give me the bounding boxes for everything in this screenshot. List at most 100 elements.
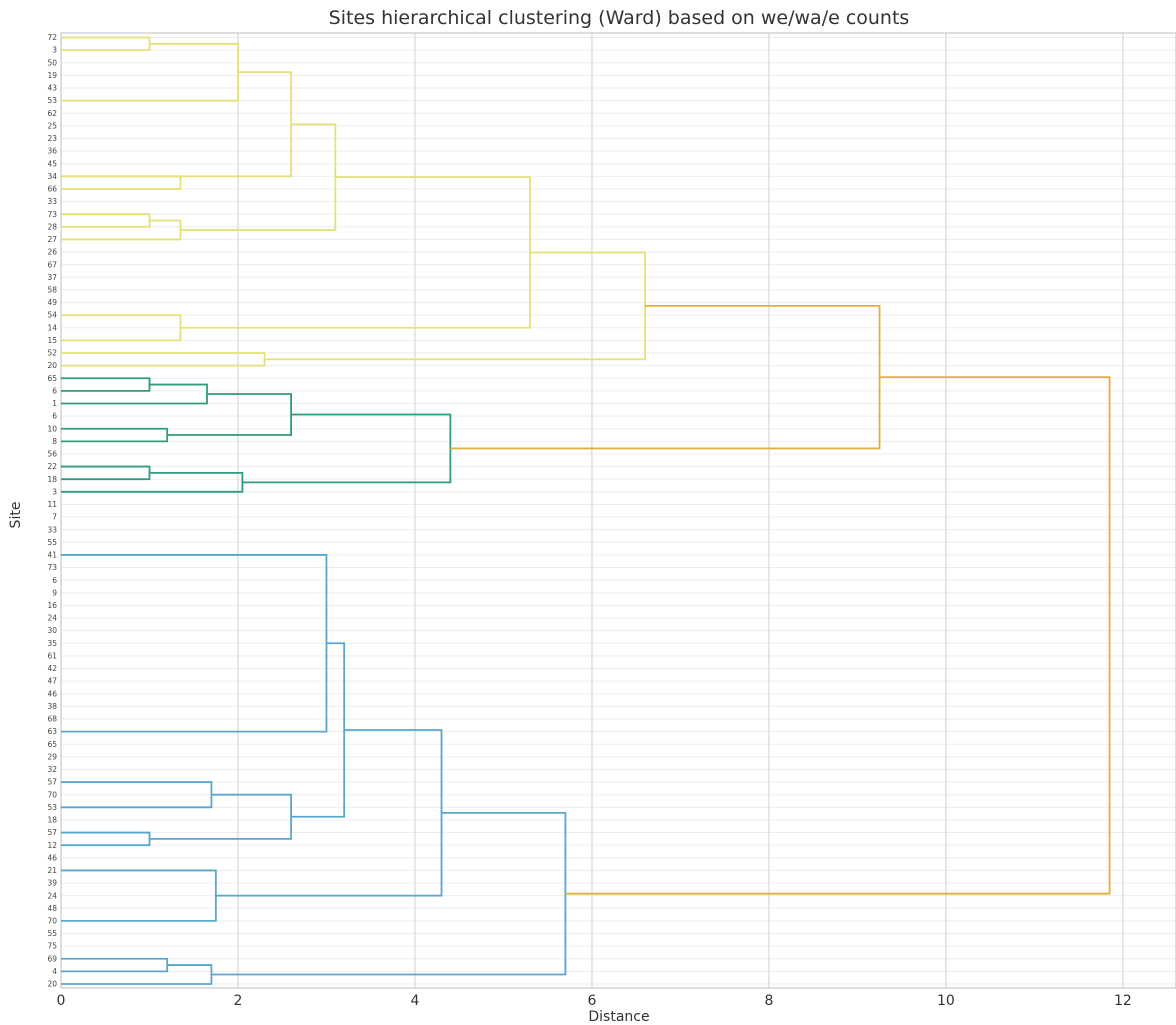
leaf-label: 37 xyxy=(47,273,57,282)
leaf-label: 57 xyxy=(47,778,57,787)
leaf-label: 45 xyxy=(47,159,57,168)
dendrogram-link xyxy=(61,314,182,342)
leaf-label: 46 xyxy=(47,689,57,698)
leaf-label: 58 xyxy=(47,286,57,295)
dendrogram-link xyxy=(149,793,292,840)
leaf-labels: 7235019435362252336453466337328272667375… xyxy=(47,33,57,989)
dendrogram-link xyxy=(61,383,208,405)
dendrogram-link xyxy=(61,427,169,443)
leaf-label: 43 xyxy=(47,84,57,93)
leaf-label: 48 xyxy=(47,904,57,913)
leaf-label: 18 xyxy=(47,475,57,484)
dendrogram-link xyxy=(61,36,151,52)
dendrogram-link xyxy=(180,123,337,231)
x-tick-label: 10 xyxy=(937,993,955,1009)
leaf-label: 53 xyxy=(47,803,57,812)
leaf-label: 16 xyxy=(47,601,57,610)
leaf-label: 73 xyxy=(47,563,57,572)
leaf-label: 49 xyxy=(47,298,57,307)
x-tick-label: 2 xyxy=(234,993,243,1009)
leaf-label: 28 xyxy=(47,222,57,231)
dendrogram-link xyxy=(167,393,292,436)
leaf-label: 42 xyxy=(47,664,57,673)
leaf-label: 54 xyxy=(47,311,57,320)
leaf-label: 18 xyxy=(47,816,57,825)
leaf-label: 63 xyxy=(47,727,57,736)
x-axis-label: Distance xyxy=(588,1009,649,1025)
leaf-label: 70 xyxy=(47,917,57,926)
leaf-label: 61 xyxy=(47,651,57,660)
leaf-label: 9 xyxy=(52,588,57,597)
leaf-label: 22 xyxy=(47,462,57,471)
dendrogram-link xyxy=(61,352,266,367)
leaf-label: 70 xyxy=(47,790,57,799)
leaf-label: 72 xyxy=(47,33,57,42)
x-tick-label: 4 xyxy=(411,993,420,1009)
leaf-label: 25 xyxy=(47,121,57,130)
leaf-label: 26 xyxy=(47,248,57,257)
dendrogram-link xyxy=(61,869,217,922)
x-axis-ticks: 0 2 4 6 8 10 12 xyxy=(57,993,1132,1009)
leaf-label: 36 xyxy=(47,147,57,156)
leaf-label: 6 xyxy=(52,412,57,421)
leaf-label: 30 xyxy=(47,626,57,635)
dendrogram-link xyxy=(291,642,346,818)
leaf-label: 55 xyxy=(47,929,57,938)
dendrogram-link xyxy=(211,811,567,976)
leaf-label: 38 xyxy=(47,702,57,711)
leaf-label: 29 xyxy=(47,752,57,761)
leaf-label: 34 xyxy=(47,172,57,181)
leaf-label: 73 xyxy=(47,210,57,219)
leaf-label: 65 xyxy=(47,374,57,383)
leaf-label: 57 xyxy=(47,828,57,837)
leaf-label: 47 xyxy=(47,677,57,686)
x-tick-label: 8 xyxy=(764,993,773,1009)
leaf-label: 56 xyxy=(47,450,57,459)
dendrogram-link xyxy=(61,377,151,392)
y-axis-label: Site xyxy=(8,502,24,529)
dendrogram-link xyxy=(61,175,182,190)
dendrogram-link xyxy=(61,465,151,481)
leaf-label: 33 xyxy=(47,525,57,534)
x-tick-label: 12 xyxy=(1114,993,1132,1009)
dendrogram-link xyxy=(264,251,646,361)
leaf-label: 55 xyxy=(47,538,57,547)
leaf-label: 39 xyxy=(47,879,57,888)
x-tick-label: 6 xyxy=(587,993,596,1009)
dendrogram-link xyxy=(61,957,169,973)
dendrogram-link xyxy=(61,213,151,228)
leaf-label: 20 xyxy=(47,361,57,370)
leaf-label: 33 xyxy=(47,197,57,206)
leaf-label: 7 xyxy=(52,513,57,522)
leaf-label: 11 xyxy=(47,500,57,509)
leaf-label: 69 xyxy=(47,954,57,963)
leaf-label: 6 xyxy=(52,386,57,395)
leaf-label: 41 xyxy=(47,551,57,560)
leaf-label: 65 xyxy=(47,740,57,749)
chart-title: Sites hierarchical clustering (Ward) bas… xyxy=(329,7,910,29)
dendrogram-link xyxy=(61,471,244,493)
leaf-label: 67 xyxy=(47,260,57,269)
dendrogram-link xyxy=(61,964,213,985)
leaf-label: 24 xyxy=(47,614,57,623)
leaf-label: 20 xyxy=(47,980,57,989)
leaf-label: 24 xyxy=(47,891,57,900)
dendrogram-link xyxy=(61,42,239,102)
dendrogram-links xyxy=(61,36,1111,985)
dendrogram-link xyxy=(565,376,1111,895)
leaf-label: 3 xyxy=(52,46,57,55)
leaf-label: 68 xyxy=(47,715,57,724)
leaf-label: 10 xyxy=(47,424,57,433)
leaf-label: 15 xyxy=(47,336,57,345)
dendrogram-link xyxy=(61,554,328,733)
leaf-label: 1 xyxy=(52,399,57,408)
leaf-label: 32 xyxy=(47,765,57,774)
x-tick-label: 0 xyxy=(57,993,66,1009)
leaf-label: 19 xyxy=(47,71,57,80)
leaf-label: 75 xyxy=(47,942,57,951)
leaf-label: 53 xyxy=(47,96,57,105)
leaf-label: 12 xyxy=(47,841,57,850)
dendrogram-link xyxy=(242,413,452,484)
leaf-label: 66 xyxy=(47,185,57,194)
